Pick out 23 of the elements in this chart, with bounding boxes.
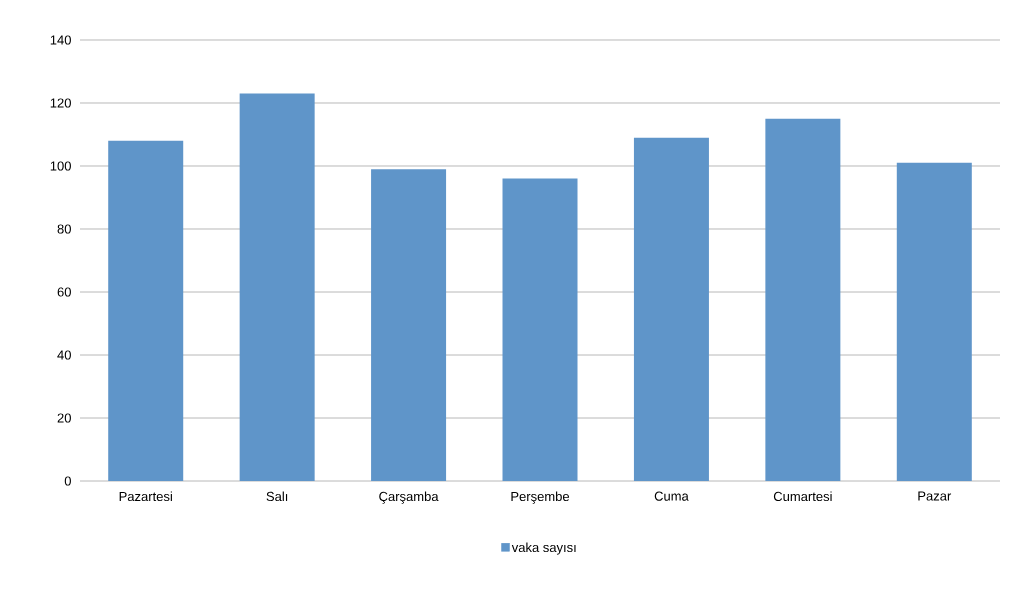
y-tick-label: 120 <box>50 98 71 108</box>
x-tick-label: Çarşamba <box>379 491 439 504</box>
y-tick-label: 100 <box>50 161 71 171</box>
bar <box>108 140 184 481</box>
x-tick-label: Pazar <box>918 491 952 501</box>
x-tick-label: Cumartesi <box>773 491 832 502</box>
bar <box>371 169 447 481</box>
y-tick-label: 40 <box>57 350 71 360</box>
y-tick-label: 80 <box>57 224 71 234</box>
x-tick-label: Perşembe <box>511 491 570 504</box>
x-tick-label: Cuma <box>654 491 689 501</box>
x-tick-label: Salı <box>266 491 288 502</box>
y-tick-label: 0 <box>64 476 71 486</box>
y-tick-label: 140 <box>50 35 71 45</box>
legend-label: vaka sayısı <box>511 542 576 555</box>
bar <box>896 162 972 481</box>
bar <box>765 118 841 481</box>
y-tick-label: 60 <box>57 287 71 297</box>
bar <box>633 137 709 481</box>
bar <box>239 93 315 481</box>
y-tick-label: 20 <box>57 413 71 423</box>
x-tick-label: Pazartesi <box>119 491 172 502</box>
bar <box>502 178 578 481</box>
